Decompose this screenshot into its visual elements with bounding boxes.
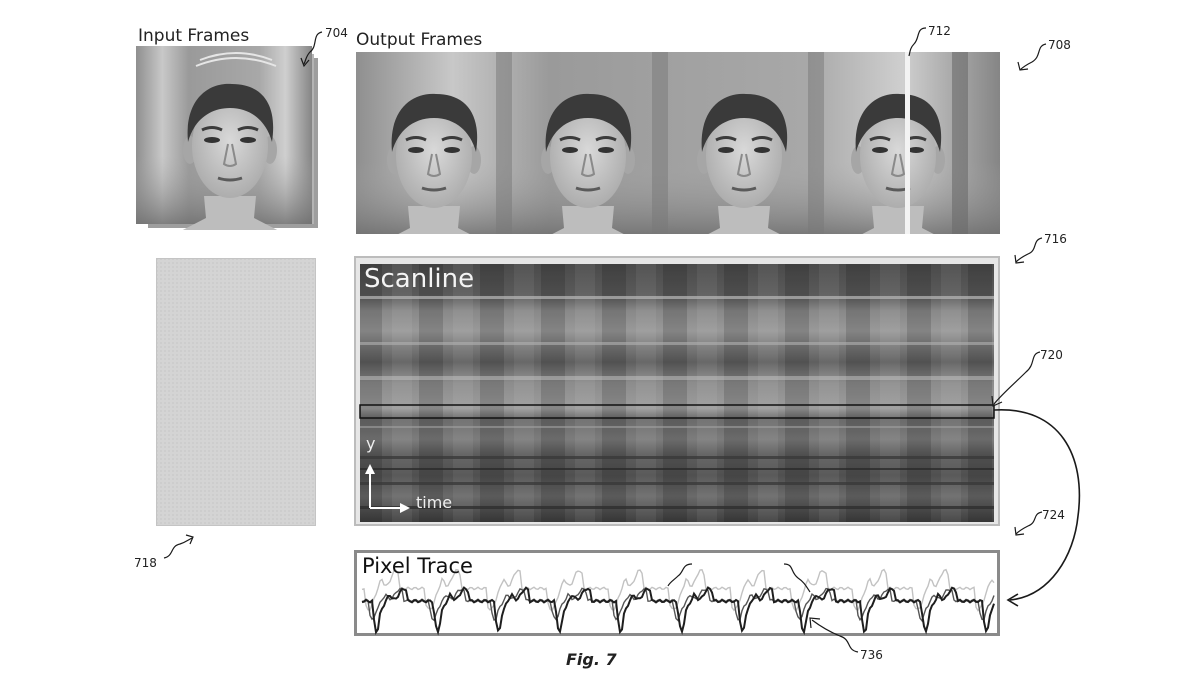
leader-724 bbox=[1014, 511, 1043, 536]
leader-732 bbox=[783, 563, 811, 593]
ref-724: 724 bbox=[1042, 508, 1065, 522]
scanline-image bbox=[354, 256, 1000, 526]
leader-712 bbox=[908, 27, 927, 57]
leader-718 bbox=[163, 534, 194, 559]
output-frames-strip bbox=[356, 52, 1000, 234]
output-frames-title: Output Frames bbox=[356, 30, 483, 50]
input-frames-stack bbox=[136, 46, 318, 230]
input-frames-title: Input Frames bbox=[138, 26, 250, 46]
pixel-trace-plot bbox=[354, 550, 1000, 636]
trace-dark bbox=[361, 586, 995, 636]
ref-736: 736 bbox=[860, 648, 883, 662]
ref-718: 718 bbox=[134, 556, 157, 570]
figure-caption: Fig. 7 bbox=[566, 650, 617, 669]
pixel-trace-label: Pixel Trace bbox=[362, 554, 473, 578]
ref-712: 712 bbox=[928, 24, 951, 38]
leader-728 bbox=[667, 563, 693, 587]
leader-716 bbox=[1014, 237, 1043, 264]
leader-736 bbox=[809, 617, 859, 653]
pixel-trace-panel: Pixel Trace bbox=[354, 550, 1000, 636]
ref-708: 708 bbox=[1048, 38, 1071, 52]
scanline-label: Scanline bbox=[364, 264, 475, 294]
leader-704 bbox=[300, 31, 323, 68]
blank-gray-panel bbox=[156, 258, 316, 526]
ref-704: 704 bbox=[325, 26, 348, 40]
axis-time-label: time bbox=[416, 493, 453, 512]
ref-716: 716 bbox=[1044, 232, 1067, 246]
connector-arrows bbox=[991, 351, 1081, 607]
ref-720: 720 bbox=[1040, 348, 1063, 362]
scanline-panel: Scanline y time bbox=[354, 256, 1000, 526]
axis-y-label: y bbox=[366, 434, 376, 453]
leader-708 bbox=[1017, 43, 1047, 71]
trace-lines bbox=[361, 568, 995, 636]
trace-light bbox=[361, 568, 995, 613]
